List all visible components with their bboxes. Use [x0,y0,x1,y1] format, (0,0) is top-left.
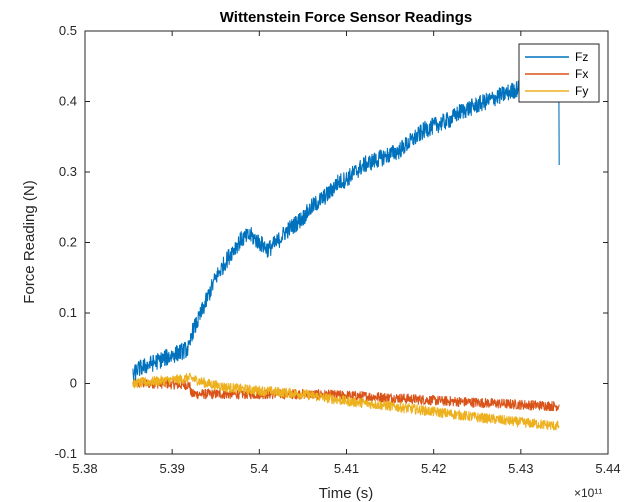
x-tick-label: 5.38 [72,461,97,476]
series-line-fy [132,372,560,431]
y-tick-label: 0.5 [59,23,77,38]
chart-title: Wittenstein Force Sensor Readings [220,9,472,26]
x-axis-label: Time (s) [319,485,373,502]
series-layer [132,68,560,431]
x-axis-multiplier: ×10¹¹ [574,486,602,500]
x-tick-label: 5.41 [334,461,359,476]
y-tick-label: 0.3 [59,164,77,179]
legend-label-fz: Fz [575,50,588,64]
y-tick-label: 0 [70,376,77,391]
series-line-fx [132,378,560,412]
y-tick-label: 0.1 [59,305,77,320]
y-axis-label: Force Reading (N) [21,180,38,303]
legend-label-fx: Fx [575,67,588,81]
series-line-fz [132,68,560,381]
x-tick-label: 5.44 [595,461,620,476]
legend[interactable]: Fz Fx Fy [518,43,600,103]
legend-box [518,43,600,103]
x-tick-label: 5.42 [421,461,446,476]
x-tick-label: 5.39 [160,461,185,476]
x-tick-label: 5.43 [508,461,533,476]
y-tick-label: -0.1 [55,446,77,461]
ticks-layer: 5.38 5.39 5.4 5.41 5.42 5.43 5.44 -0.1 0 0.1 0.2 0.… [55,23,621,476]
y-tick-label: 0.4 [59,94,77,109]
legend-label-fy: Fy [575,84,588,98]
y-tick-label: 0.2 [59,235,77,250]
x-tick-label: 5.4 [250,461,268,476]
